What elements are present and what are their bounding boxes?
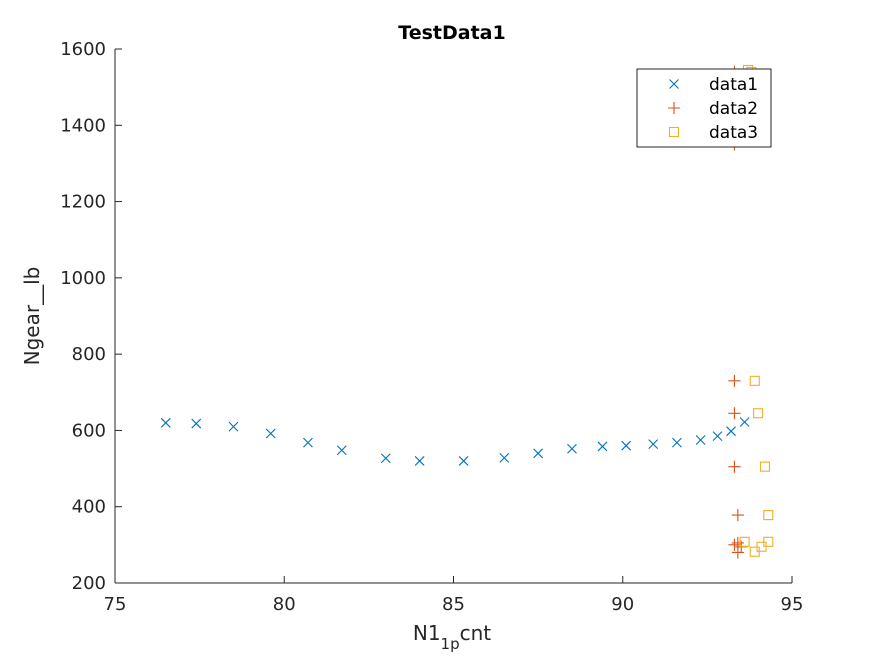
data-point (597, 441, 608, 452)
x-axis-label: N11pcnt (413, 621, 491, 653)
data-point (621, 440, 632, 451)
legend: data1 data2 data3 (636, 68, 772, 148)
x-tick-label: 95 (781, 594, 804, 615)
data-point (336, 445, 347, 456)
y-tick-label: 200 (72, 573, 106, 594)
y-axis-label: Ngear__lb (20, 267, 44, 366)
x-axis-label-subscript: 1p (441, 635, 460, 653)
data-point (739, 536, 750, 547)
y-axis-label-group: Ngear__lb (20, 267, 44, 366)
data-point (726, 426, 736, 437)
data-point (648, 439, 659, 450)
data-point (265, 428, 276, 439)
data-point (458, 456, 469, 466)
x-tick-label: 90 (611, 594, 634, 615)
data-point (533, 448, 544, 459)
data-point (763, 510, 774, 521)
data-point (414, 456, 425, 466)
x-axis-label-tail: cnt (460, 621, 492, 645)
data-point (739, 417, 750, 427)
data-point (749, 546, 760, 557)
data-point (191, 418, 202, 429)
data-point (228, 421, 239, 432)
axes: 75 80 85 90 95 200 400 600 800 1000 1200 1400 1600 (60, 39, 803, 615)
data-point (695, 435, 706, 445)
data-point (160, 417, 171, 428)
data-point (567, 443, 577, 454)
x-tick-label: 80 (273, 594, 296, 615)
x-tick-label: 85 (442, 594, 465, 615)
x-axis-label-main: N1 (413, 621, 441, 645)
legend-label: data2 (709, 99, 758, 119)
y-tick-label: 1000 (60, 268, 106, 289)
legend-marker (668, 126, 680, 138)
data-point (380, 453, 391, 464)
legend-label: data1 (709, 75, 758, 95)
data-point (728, 407, 741, 420)
data-point (303, 437, 313, 448)
y-tick-label: 1400 (60, 115, 106, 136)
y-tick-label: 800 (72, 344, 106, 365)
data-point (728, 460, 741, 473)
chart-title: TestData1 (398, 22, 505, 44)
y-tick-label: 400 (72, 497, 106, 518)
data-point (672, 437, 682, 448)
y-tick-label: 1600 (60, 39, 106, 60)
data-marks (160, 64, 774, 559)
data-point (749, 375, 760, 386)
series-data1 (160, 417, 750, 466)
data-point (759, 461, 770, 472)
data-point (731, 546, 744, 559)
legend-box (636, 68, 772, 148)
legend-label: data3 (709, 123, 758, 143)
y-tick-label: 1200 (60, 192, 106, 213)
x-tick-label: 75 (104, 594, 127, 615)
legend-marker (667, 101, 681, 115)
data-point (731, 509, 744, 522)
data-point (753, 408, 764, 419)
legend-marker (669, 79, 679, 89)
data-point (728, 538, 741, 551)
data-point (728, 374, 741, 387)
y-tick-label: 600 (72, 420, 106, 441)
data-point (712, 431, 723, 442)
data-point (499, 453, 510, 463)
